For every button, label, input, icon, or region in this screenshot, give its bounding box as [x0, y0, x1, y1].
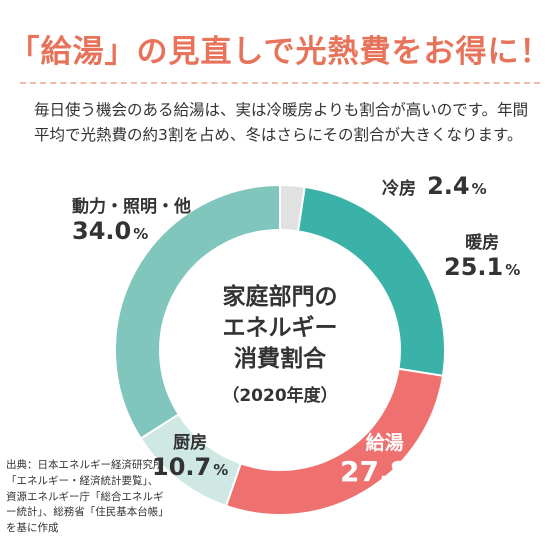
center-line-3: 消費割合	[234, 346, 326, 373]
slice-value-cooling: 2.4%	[427, 172, 487, 200]
slice-value-hot-water: 27.8%	[340, 455, 430, 488]
slice-name-hot-water: 給湯	[365, 432, 404, 454]
page-title: 「給湯」の見直しで光熱費をお得に！	[8, 34, 552, 70]
slice-label-heating: 暖房 25.1%	[444, 228, 520, 281]
slice-label-power: 動力・照明・他 34.0%	[72, 192, 191, 245]
center-line-1: 家庭部門の	[222, 284, 338, 310]
slice-label-kitchen: 厨房 10.7%	[152, 428, 228, 481]
chart-center-label: 家庭部門の エネルギー 消費割合 （2020年度）	[200, 282, 360, 406]
slice-value-power: 34.0%	[72, 217, 149, 245]
slice-name-cooling: 冷房	[382, 179, 416, 199]
slice-value-heating: 25.1%	[444, 253, 521, 281]
center-year: （2020年度）	[222, 386, 338, 407]
slice-label-cooling: 冷房 2.4%	[382, 172, 487, 200]
intro-text: 毎日使う機会のある給湯は、実は冷暖房よりも割合が高いのです。年間平均で光熱費の約…	[34, 101, 529, 144]
source-note: 出典：日本エネルギー経済研究所「エネルギー・経済統計要覧」、資源エネルギー庁「総…	[6, 459, 164, 534]
title-divider	[20, 82, 540, 84]
slice-name-power: 動力・照明・他	[72, 197, 191, 217]
center-line-2: エネルギー	[222, 315, 338, 342]
slice-label-hot-water: 給湯 27.8%	[340, 428, 429, 488]
slice-name-heating: 暖房	[465, 233, 500, 253]
slice-name-kitchen: 厨房	[173, 433, 208, 453]
slice-value-kitchen: 10.7%	[152, 453, 229, 481]
donut-slice-power	[114, 183, 281, 440]
